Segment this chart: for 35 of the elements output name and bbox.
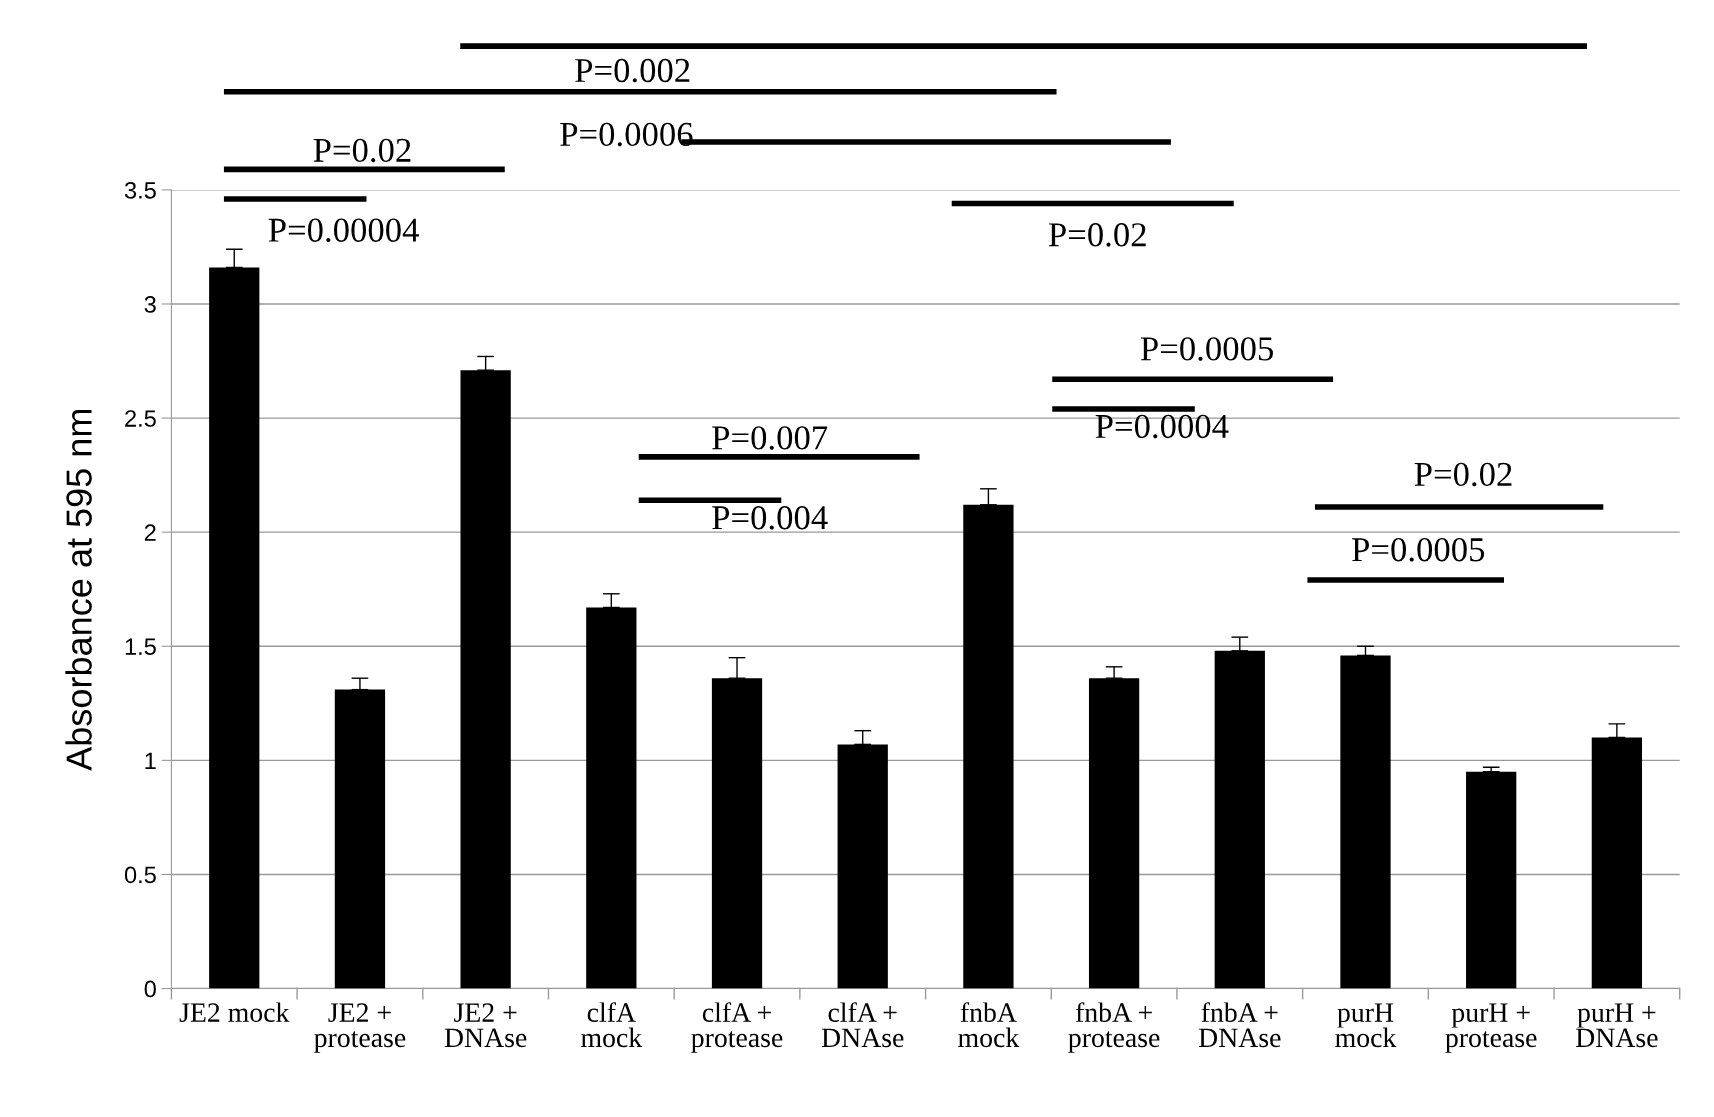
y-tick-label: 3.5 bbox=[124, 181, 156, 199]
y-tick-label: 1.5 bbox=[125, 638, 156, 656]
y-tick-label: 3 bbox=[144, 296, 156, 313]
x-tick-label: clfA mock bbox=[581, 1002, 643, 1048]
y-tick-label: 0 bbox=[144, 980, 156, 998]
x-tick-label: purH + protease bbox=[1445, 1003, 1537, 1053]
text: P=0.02 bbox=[313, 138, 411, 163]
x-tick-label: purH + DNAse bbox=[1576, 1003, 1658, 1048]
x-tick-label: purH mock bbox=[1335, 1003, 1397, 1048]
x-tick-label: JE2 mock bbox=[179, 1002, 290, 1022]
y-tick-label: 1 bbox=[145, 752, 156, 769]
text: P=0.002 bbox=[575, 58, 690, 83]
x-tick-label: JE2 + protease bbox=[314, 1003, 406, 1053]
text: P=0.0006 bbox=[560, 122, 693, 147]
annotation: P=0.02 bbox=[1414, 462, 1512, 487]
annotation: P=0.007 bbox=[712, 426, 828, 450]
x-tick-label: fnbA mock bbox=[958, 1002, 1020, 1048]
y-tick-label: 0.5 bbox=[124, 866, 156, 884]
x-tick-label: JE2 + DNAse bbox=[444, 1003, 527, 1048]
annotation: P=0.00004 bbox=[268, 218, 419, 243]
annotation: P=0.02 bbox=[1048, 223, 1146, 247]
annotation: P=0.004 bbox=[712, 506, 828, 530]
bar bbox=[1466, 771, 1517, 989]
bar bbox=[1214, 650, 1265, 989]
x-tick-label: fnbA + DNAse bbox=[1198, 1002, 1281, 1048]
bar bbox=[460, 370, 511, 989]
annotation: P=0.0005 bbox=[1352, 537, 1485, 562]
x-tick-label: clfA + DNAse bbox=[821, 1002, 904, 1048]
y-tick-label: 2 bbox=[144, 524, 156, 541]
y-tick-label: 2.5 bbox=[125, 410, 156, 427]
y-axis-title: Absorbance at 595 nm bbox=[65, 409, 92, 771]
x-tick-label: fnbA + protease bbox=[1068, 1002, 1160, 1053]
annotation: P=0.0005 bbox=[1140, 337, 1273, 361]
x-tick-label: clfA + protease bbox=[691, 1002, 783, 1053]
annotation: P=0.0004 bbox=[1095, 414, 1229, 439]
